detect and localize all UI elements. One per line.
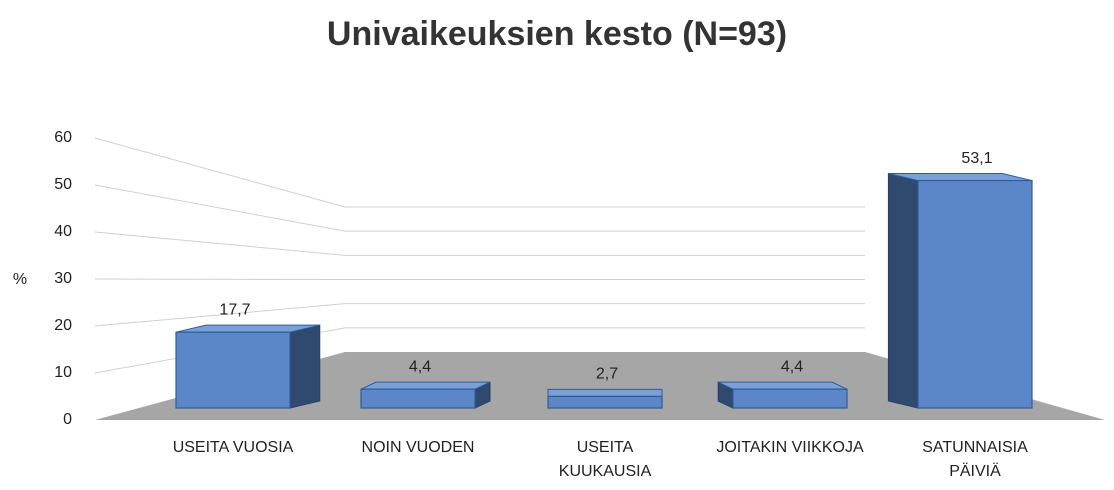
y-axis-label: %	[13, 271, 27, 288]
bar	[547, 395, 663, 409]
bar-top	[360, 381, 491, 390]
bar-top	[547, 388, 663, 397]
bar-side	[887, 172, 919, 409]
bar-side	[289, 324, 321, 409]
chart-title: Univaikeuksien kesto (N=93)	[327, 15, 787, 53]
data-label: 17,7	[219, 301, 250, 318]
x-tick-label: NOIN VUODEN	[361, 439, 475, 456]
floor	[95, 352, 1105, 420]
bar	[360, 388, 476, 409]
bar-top	[717, 381, 848, 390]
bar	[175, 331, 291, 409]
x-tick-label: USEITA KUUKAUSIA	[558, 439, 652, 480]
y-tick-label: 10	[54, 364, 72, 381]
x-tick-label: USEITA VUOSIA	[172, 439, 294, 456]
data-label: 2,7	[596, 366, 618, 383]
grid-line	[94, 278, 865, 280]
y-tick-label: 20	[54, 317, 72, 334]
data-label: 53,1	[961, 150, 992, 167]
x-tick-label: SATUNNAISIA PÄIVIÄ	[922, 439, 1028, 480]
data-label: 4,4	[781, 358, 803, 375]
grid-line	[94, 231, 865, 256]
y-tick-label: 0	[63, 411, 72, 428]
y-tick-label: 30	[54, 270, 72, 287]
y-tick-label: 50	[54, 176, 72, 193]
bar	[732, 388, 848, 409]
grid-line	[94, 303, 865, 327]
bar	[917, 179, 1033, 409]
x-tick-label: JOITAKIN VIIKKOJA	[716, 439, 864, 456]
y-tick-label: 60	[54, 129, 72, 146]
grid-line	[94, 184, 865, 232]
grid-line	[94, 137, 865, 208]
data-label: 4,4	[409, 358, 431, 375]
y-tick-label: 40	[54, 223, 72, 240]
